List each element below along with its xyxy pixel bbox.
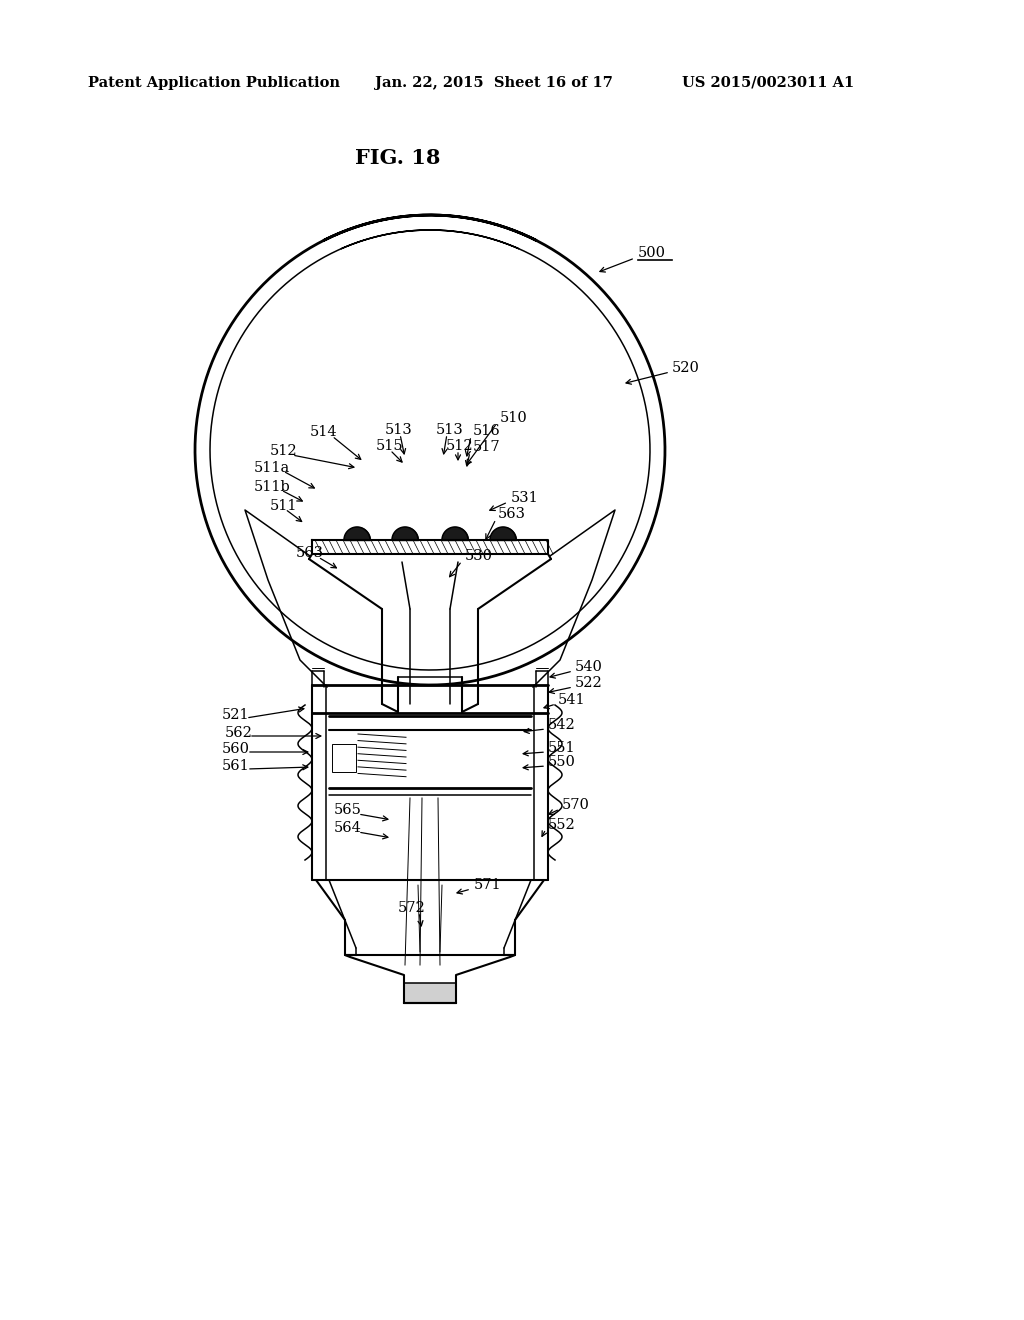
Text: 542: 542 — [548, 718, 575, 733]
Text: 563: 563 — [296, 546, 324, 560]
Text: 531: 531 — [511, 491, 539, 506]
Text: 513: 513 — [385, 422, 413, 437]
Bar — [332, 744, 356, 772]
Text: 540: 540 — [575, 660, 603, 675]
Text: 520: 520 — [672, 360, 699, 375]
Text: 511b: 511b — [254, 480, 291, 494]
Bar — [404, 983, 456, 1003]
Text: 552: 552 — [548, 818, 575, 832]
Text: FIG. 18: FIG. 18 — [355, 148, 440, 168]
Text: 511: 511 — [270, 499, 298, 513]
Text: 530: 530 — [465, 549, 493, 564]
Text: 570: 570 — [562, 799, 590, 812]
Text: 563: 563 — [498, 507, 526, 521]
Text: 511a: 511a — [254, 461, 290, 475]
Text: 512: 512 — [270, 444, 298, 458]
Text: 550: 550 — [548, 755, 575, 770]
Text: 516: 516 — [473, 424, 501, 438]
Text: 500: 500 — [638, 246, 666, 260]
Text: 564: 564 — [334, 821, 361, 836]
Text: Jan. 22, 2015  Sheet 16 of 17: Jan. 22, 2015 Sheet 16 of 17 — [375, 77, 613, 90]
Text: 514: 514 — [310, 425, 338, 440]
Text: 512: 512 — [446, 440, 474, 453]
Text: 541: 541 — [558, 693, 586, 708]
Text: 560: 560 — [222, 742, 250, 756]
Text: 521: 521 — [222, 708, 250, 722]
Text: 513: 513 — [436, 422, 464, 437]
Text: 562: 562 — [225, 726, 253, 741]
Text: 517: 517 — [473, 440, 501, 454]
Text: Patent Application Publication: Patent Application Publication — [88, 77, 340, 90]
Text: 515: 515 — [376, 440, 403, 453]
Text: 565: 565 — [334, 803, 361, 817]
Text: 510: 510 — [500, 411, 527, 425]
Text: 551: 551 — [548, 741, 575, 755]
Text: 522: 522 — [575, 676, 603, 690]
Text: 572: 572 — [398, 902, 426, 915]
Text: US 2015/0023011 A1: US 2015/0023011 A1 — [682, 77, 854, 90]
Text: 571: 571 — [474, 878, 502, 892]
Text: 561: 561 — [222, 759, 250, 774]
